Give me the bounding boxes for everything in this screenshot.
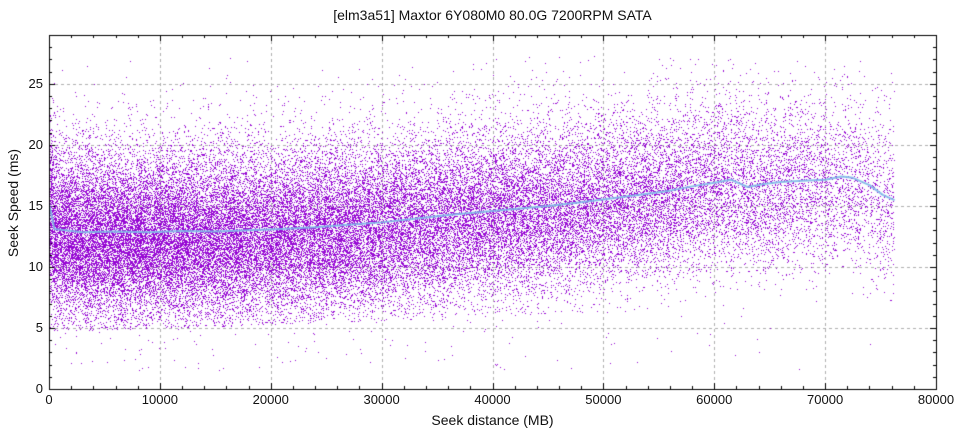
x-tick-label-80000: 80000 [917,392,955,407]
x-tick-label-40000: 40000 [474,392,511,407]
x-tick-label-10000: 10000 [141,392,178,407]
chart-title: [elm3a51] Maxtor 6Y080M0 80.0G 7200RPM S… [333,7,652,23]
y-tick-label-25: 25 [28,75,43,91]
y-tick-label-15: 15 [28,197,43,213]
x-tick-label-50000: 50000 [585,392,622,407]
x-tick-label-0: 0 [45,392,53,407]
y-tick-label-5: 5 [35,319,43,335]
x-tick-label-60000: 60000 [696,392,733,407]
x-tick-label-20000: 20000 [252,392,289,407]
x-tick-label-70000: 70000 [807,392,844,407]
y-tick-label-0: 0 [35,381,43,396]
x-axis-label: Seek distance (MB) [431,412,554,428]
y-tick-label-20: 20 [28,136,43,152]
y-tick-label-10: 10 [28,258,43,274]
x-tick-label-30000: 30000 [363,392,400,407]
